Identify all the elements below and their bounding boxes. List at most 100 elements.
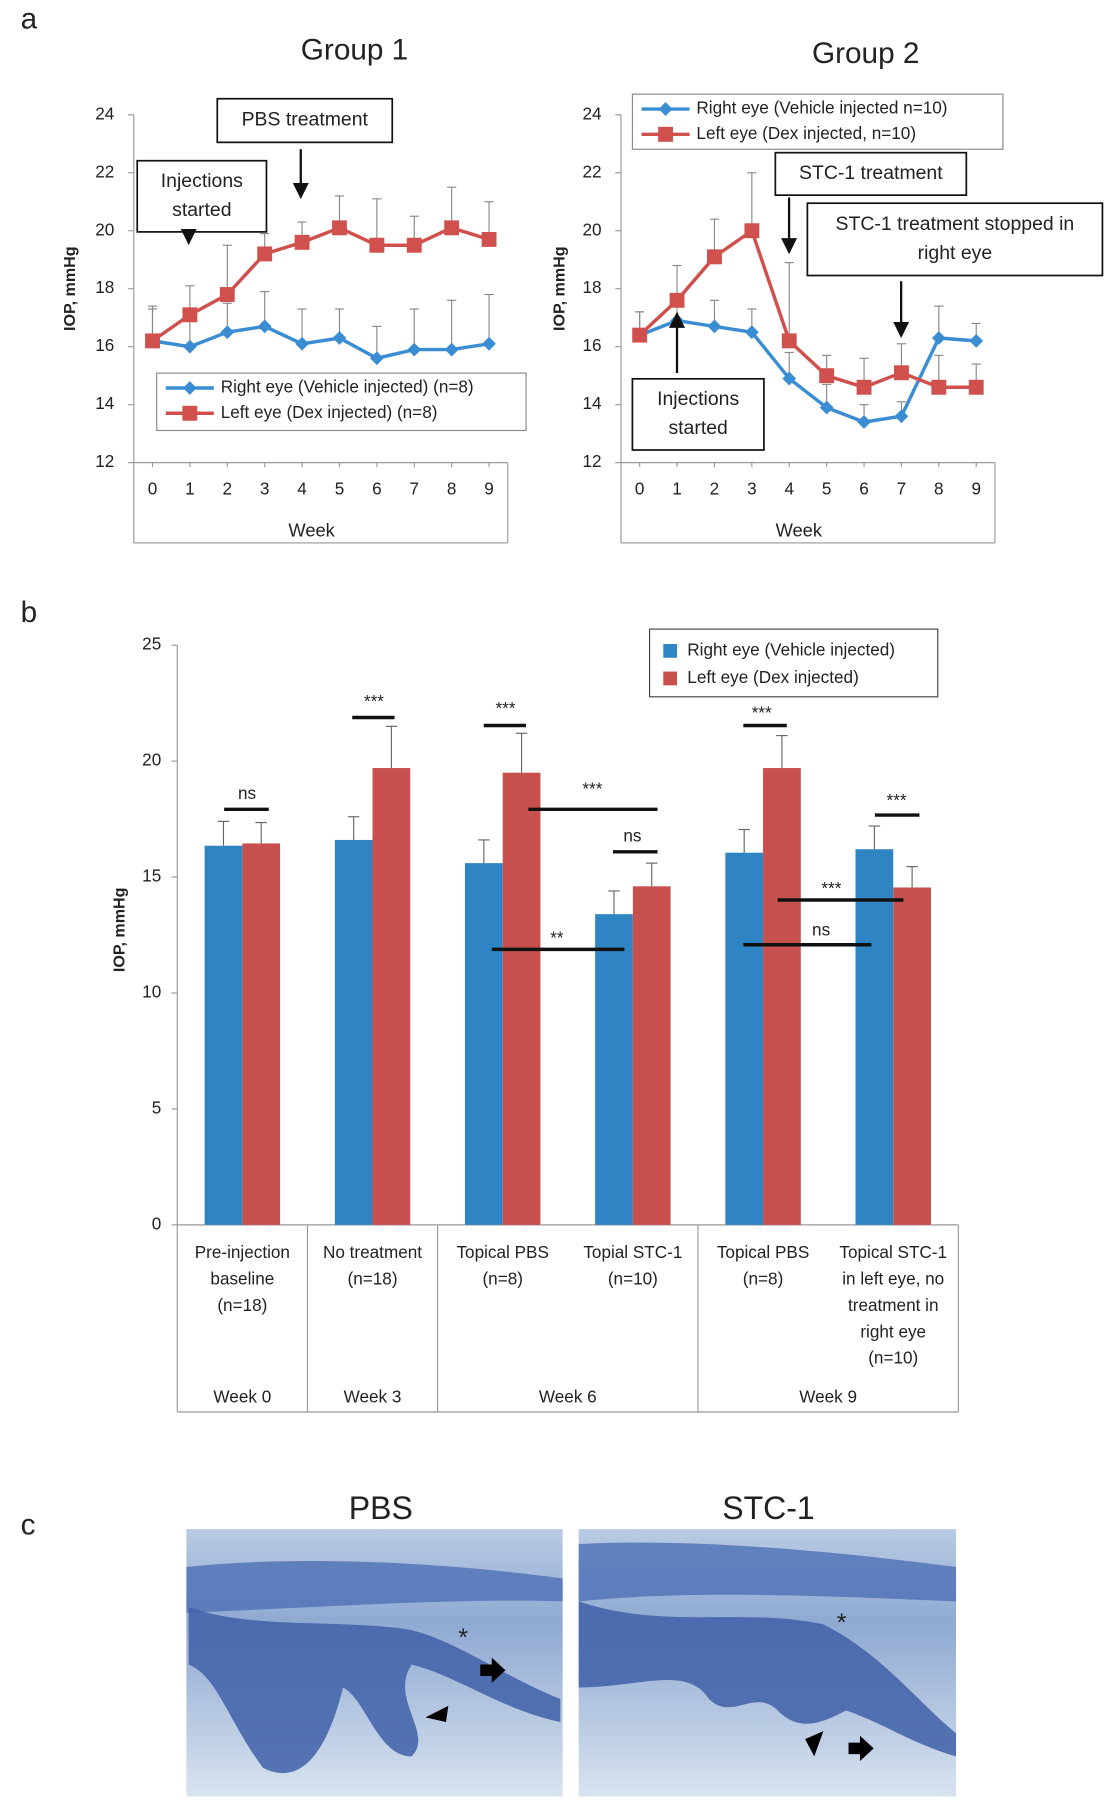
histology-image [578,1529,957,1797]
y-tick-label: 12 [95,451,114,471]
panel-label: a [21,3,38,36]
bar [242,843,281,1225]
annotation-box [631,377,765,451]
marker [819,400,834,415]
marker [257,246,273,262]
marker [182,307,198,323]
bar [632,886,671,1225]
legend-swatch [663,644,678,658]
x-tick-label: baseline [210,1268,274,1288]
marker [183,339,197,354]
significance-label: *** [752,703,772,723]
x-tick-label: 3 [260,479,270,499]
bar [464,863,503,1225]
significance-label: *** [582,778,602,798]
marker [219,287,235,302]
y-tick-label: 15 [142,866,161,886]
annotation-text: PBS treatment [242,109,369,131]
annotation-text: Injections [657,388,739,410]
annotation-text: STC-1 treatment stopped in [836,213,1075,235]
marker [856,379,872,395]
x-tick-label: 9 [484,479,494,499]
x-tick-label: (n=8) [482,1268,523,1288]
marker [481,231,497,247]
annotation-box [806,202,1104,277]
x-tick-label: Topial STC-1 [583,1242,682,1262]
histology-image [186,1529,563,1797]
marker [406,237,422,253]
x-tick-label: 1 [672,479,682,499]
x-tick-label: 7 [409,479,419,499]
y-tick-label: 24 [95,103,115,123]
annotation-box [216,97,394,144]
legend-label: Right eye (Vehicle injected n=10) [696,98,947,118]
y-tick-label: 5 [152,1097,162,1117]
marker [294,234,310,250]
marker [969,333,984,348]
x-tick-label: Topical PBS [717,1242,809,1262]
marker [407,342,422,357]
bar [855,849,894,1225]
group-label: Week 6 [539,1387,597,1407]
annotation-text: started [668,417,727,439]
y-axis-label: IOP, mmHg [551,246,569,331]
marker [894,365,909,381]
annotation-text: started [172,199,231,221]
marker [182,381,197,395]
marker [931,379,947,395]
y-tick-label: 10 [142,981,161,1001]
x-tick-label: 4 [297,479,307,499]
bar [893,887,931,1225]
y-tick-label: 18 [95,277,114,297]
marker [744,325,759,340]
marker [744,223,760,239]
chart-title: Group 2 [812,37,919,70]
data-line [638,228,977,390]
marker [220,325,235,340]
group-label: Week 0 [213,1387,271,1407]
x-tick-label: (n=8) [743,1268,784,1288]
x-tick-label: 6 [372,479,382,499]
image-title: STC-1 [722,1490,815,1526]
marker [707,319,722,334]
x-tick-label: 2 [223,479,233,499]
legend-label: Left eye (Dex injected, n=10) [696,123,916,143]
panel-label: b [21,596,38,629]
significance-label: *** [495,698,515,718]
marker [707,249,722,265]
bar [372,768,411,1225]
image-annotation: * [837,1609,847,1637]
bar [763,768,801,1225]
x-tick-label: 6 [859,479,869,499]
group-label: Week 9 [799,1387,857,1407]
marker [669,292,685,308]
x-tick-label: 4 [784,479,794,499]
marker [819,368,835,384]
marker [781,333,797,349]
bar [334,839,373,1225]
bar [502,772,541,1225]
significance-label: *** [364,691,384,711]
annotation-box [136,159,268,233]
marker [369,237,385,253]
marker [658,126,674,142]
bar [204,845,243,1225]
x-tick-label: 7 [897,479,907,499]
significance-label: *** [887,790,907,810]
annotation-box [774,151,968,197]
x-tick-label: 8 [934,479,944,499]
data-line [639,318,977,424]
image-title: PBS [349,1490,413,1526]
marker [257,319,272,334]
y-tick-label: 16 [582,335,601,355]
y-tick-label: 20 [142,750,161,770]
x-tick-label: (n=18) [217,1295,267,1315]
y-tick-label: 18 [582,277,601,297]
x-tick-label: Topical STC-1 [839,1242,947,1262]
x-tick-label: 8 [447,479,457,499]
marker [632,327,648,343]
data-line [151,225,490,343]
x-tick-label: No treatment [323,1242,422,1262]
y-tick-label: 20 [95,219,114,239]
x-tick-label: right eye [860,1321,926,1341]
